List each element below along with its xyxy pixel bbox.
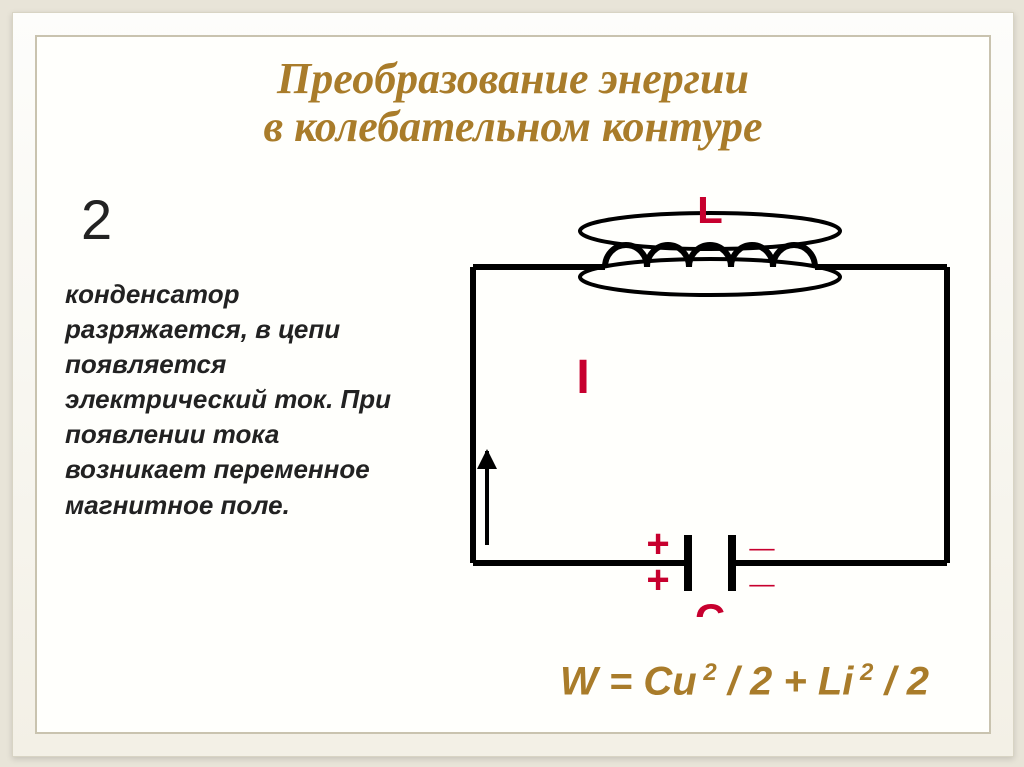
label-C: C [695,595,725,617]
cap-minus-bottom: _ [749,542,775,591]
title-line-2: в колебательном контуре [37,103,989,151]
slide-title: Преобразование энергии в колебательном к… [37,55,989,152]
circuit-diagram: LIC++__ [437,197,977,617]
slide-inner-frame: Преобразование энергии в колебательном к… [35,35,991,734]
energy-formula: W = Cu 2 / 2 + Li 2 / 2 [560,659,929,704]
step-number: 2 [81,187,112,252]
cap-plus-bottom: + [646,558,669,602]
formula-div2: / 2 [873,659,929,703]
body-paragraph: конденсатор разряжается, в цепи появляет… [65,277,405,523]
slide-outer-frame: Преобразование энергии в колебательном к… [12,12,1014,757]
circuit-svg: LIC++__ [437,197,977,617]
label-L: L [697,197,723,232]
label-I: I [576,351,589,404]
formula-eq: = Cu [598,659,697,703]
title-line-1: Преобразование энергии [37,55,989,103]
formula-div1: / 2 + Li [717,659,854,703]
formula-exp2: 2 [853,659,873,686]
formula-exp1: 2 [697,659,717,686]
formula-W: W [560,659,598,703]
